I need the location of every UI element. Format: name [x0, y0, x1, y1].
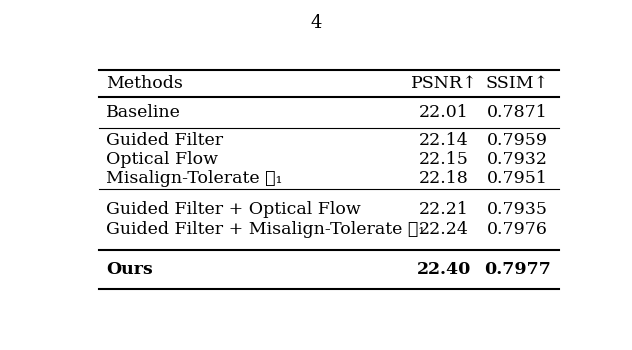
Text: 0.7935: 0.7935: [487, 201, 548, 218]
Text: 0.7951: 0.7951: [487, 170, 548, 187]
Text: 0.7959: 0.7959: [487, 132, 548, 149]
Text: 0.7976: 0.7976: [487, 221, 548, 238]
Text: Misalign-Tolerate ℓ₁: Misalign-Tolerate ℓ₁: [106, 170, 283, 187]
Text: PSNR↑: PSNR↑: [411, 75, 477, 92]
Text: 0.7871: 0.7871: [487, 104, 548, 121]
Text: Guided Filter + Misalign-Tolerate ℓ₁: Guided Filter + Misalign-Tolerate ℓ₁: [106, 221, 425, 238]
Text: Methods: Methods: [106, 75, 183, 92]
Text: Guided Filter + Optical Flow: Guided Filter + Optical Flow: [106, 201, 361, 218]
Text: 22.15: 22.15: [419, 151, 469, 168]
Text: 22.21: 22.21: [419, 201, 469, 218]
Text: 0.7977: 0.7977: [484, 260, 551, 278]
Text: Baseline: Baseline: [106, 104, 181, 121]
Text: 0.7932: 0.7932: [487, 151, 548, 168]
Text: 22.01: 22.01: [419, 104, 469, 121]
Text: 4: 4: [310, 14, 322, 32]
Text: 22.18: 22.18: [419, 170, 469, 187]
Text: 22.24: 22.24: [419, 221, 469, 238]
Text: 22.14: 22.14: [419, 132, 469, 149]
Text: Optical Flow: Optical Flow: [106, 151, 218, 168]
Text: SSIM↑: SSIM↑: [486, 75, 549, 92]
Text: Ours: Ours: [106, 260, 153, 278]
Text: 22.40: 22.40: [416, 260, 471, 278]
Text: Guided Filter: Guided Filter: [106, 132, 223, 149]
